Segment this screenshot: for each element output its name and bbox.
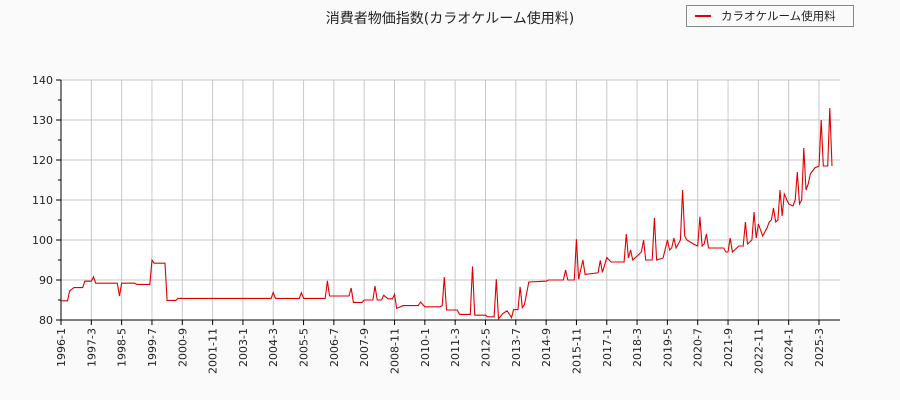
x-tick-label: 2025-3	[813, 328, 826, 367]
x-tick-label: 1996-1	[55, 328, 68, 367]
x-tick-label: 2007-9	[358, 328, 371, 367]
x-tick-label: 1999-7	[146, 328, 159, 367]
x-tick-label: 2008-11	[389, 328, 402, 374]
x-tick-label: 2018-3	[631, 328, 644, 367]
x-tick-label: 2024-1	[783, 328, 796, 367]
x-tick-label: 1997-3	[85, 328, 98, 367]
legend-line-swatch-icon	[695, 15, 711, 17]
y-tick-label: 80	[39, 314, 53, 327]
y-tick-label: 90	[39, 274, 53, 287]
x-tick-label: 2000-9	[176, 328, 189, 367]
y-tick-label: 130	[32, 114, 53, 127]
y-tick-label: 100	[32, 234, 53, 247]
x-tick-label: 2019-5	[661, 328, 674, 367]
x-tick-label: 2021-9	[722, 328, 735, 367]
x-tick-label: 1998-5	[116, 328, 129, 367]
x-tick-label: 2012-5	[479, 328, 492, 367]
x-tick-label: 2006-7	[328, 328, 341, 367]
x-tick-label: 2004-3	[267, 328, 280, 367]
x-tick-label: 2020-7	[692, 328, 705, 367]
series-line-karaoke	[61, 107, 833, 321]
x-tick-label: 2015-11	[570, 328, 583, 374]
y-tick-label: 140	[32, 74, 53, 87]
y-tick-label: 120	[32, 154, 53, 167]
x-tick-label: 2003-1	[237, 328, 250, 367]
chart-legend: カラオケルーム使用料	[686, 5, 854, 27]
x-tick-label: 2022-11	[752, 328, 765, 374]
x-tick-label: 2010-1	[419, 328, 432, 367]
x-tick-label: 2017-1	[601, 328, 614, 367]
x-tick-label: 2014-9	[540, 328, 553, 367]
x-tick-label: 2011-3	[449, 328, 462, 367]
chart-title: 消費者物価指数(カラオケルーム使用料)	[325, 11, 575, 27]
legend-label: カラオケルーム使用料	[721, 9, 836, 23]
x-tick-label: 2005-5	[298, 328, 311, 367]
x-tick-label: 2001-11	[207, 328, 220, 374]
x-tick-label: 2013-7	[510, 328, 523, 367]
x-axis-ticks: 1996-1 1997-3 1998-5 1999-7 2000-9 2001-11 200…	[55, 320, 826, 374]
y-tick-label: 110	[32, 194, 53, 207]
y-axis-ticks: 80 90 100 110 120 130 140	[32, 74, 61, 327]
